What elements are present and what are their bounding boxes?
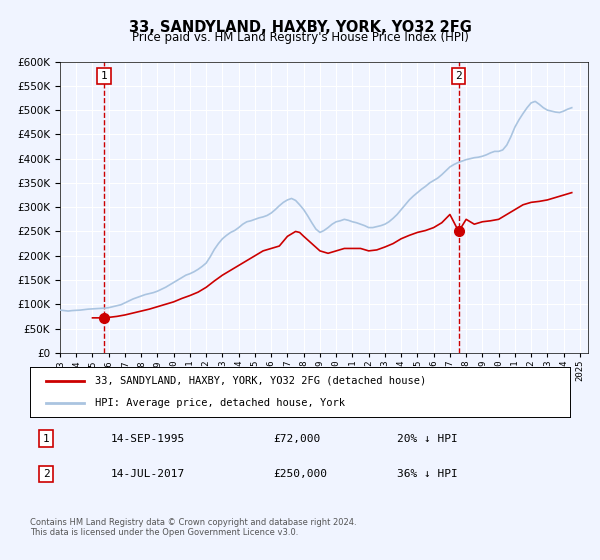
Text: 14-JUL-2017: 14-JUL-2017 [111, 469, 185, 479]
Text: 33, SANDYLAND, HAXBY, YORK, YO32 2FG (detached house): 33, SANDYLAND, HAXBY, YORK, YO32 2FG (de… [95, 376, 426, 386]
Text: Contains HM Land Registry data © Crown copyright and database right 2024.
This d: Contains HM Land Registry data © Crown c… [30, 518, 356, 538]
Text: 20% ↓ HPI: 20% ↓ HPI [397, 434, 458, 444]
Text: 2: 2 [43, 469, 50, 479]
Text: 36% ↓ HPI: 36% ↓ HPI [397, 469, 458, 479]
Text: 33, SANDYLAND, HAXBY, YORK, YO32 2FG: 33, SANDYLAND, HAXBY, YORK, YO32 2FG [128, 20, 472, 35]
Text: 1: 1 [43, 434, 50, 444]
Text: 1: 1 [101, 71, 107, 81]
Text: £250,000: £250,000 [273, 469, 327, 479]
Text: £72,000: £72,000 [273, 434, 320, 444]
Text: 2: 2 [455, 71, 462, 81]
Text: Price paid vs. HM Land Registry's House Price Index (HPI): Price paid vs. HM Land Registry's House … [131, 31, 469, 44]
Text: 14-SEP-1995: 14-SEP-1995 [111, 434, 185, 444]
Text: HPI: Average price, detached house, York: HPI: Average price, detached house, York [95, 398, 345, 408]
